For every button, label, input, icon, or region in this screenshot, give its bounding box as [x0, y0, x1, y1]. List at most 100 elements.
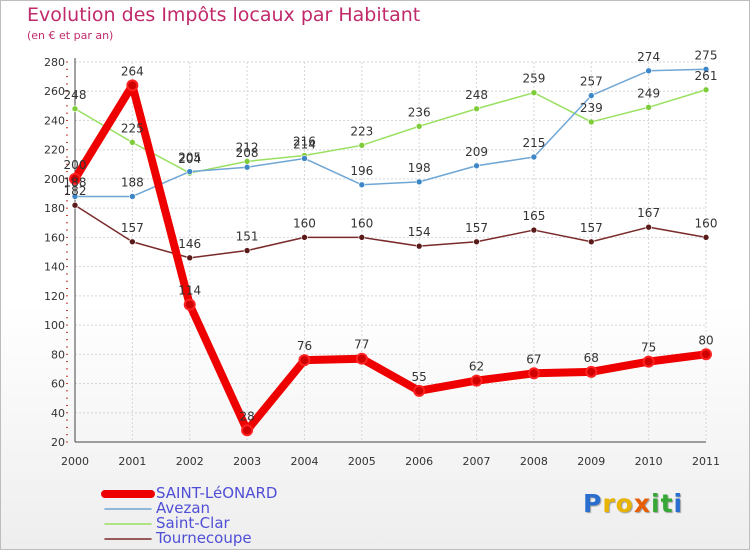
- proxiti-logo: Proxiti: [583, 489, 683, 518]
- data-point: [473, 238, 480, 246]
- data-point: [241, 424, 254, 437]
- chart-title: Evolution des Impôts locaux par Habitant: [27, 4, 421, 26]
- data-point: [183, 298, 196, 311]
- x-tick-label: 2002: [176, 455, 204, 468]
- data-point: [585, 365, 598, 378]
- data-point: [527, 367, 540, 380]
- data-point: [645, 104, 652, 111]
- data-point: [358, 142, 366, 149]
- data-label: 154: [408, 225, 431, 239]
- y-tick-label: 180: [44, 202, 65, 215]
- data-label: 151: [236, 230, 259, 244]
- data-point: [358, 181, 366, 189]
- data-label: 28: [239, 409, 254, 423]
- data-label: 165: [522, 209, 545, 223]
- data-point: [301, 234, 308, 241]
- data-label: 259: [522, 72, 545, 86]
- data-point: [530, 89, 538, 96]
- chart-subtitle: (en € et par an): [27, 29, 114, 42]
- data-label: 205: [178, 151, 201, 165]
- data-label: 146: [178, 237, 201, 251]
- logo-letter: x: [633, 489, 651, 518]
- data-label: 209: [465, 145, 488, 159]
- y-tick-label: 280: [44, 56, 65, 69]
- data-label: 160: [293, 216, 316, 230]
- data-label: 215: [522, 136, 545, 150]
- data-label: 157: [465, 221, 488, 235]
- data-label: 77: [354, 338, 369, 352]
- data-point: [129, 193, 136, 200]
- x-tick-label: 2008: [520, 455, 548, 468]
- data-label: 200: [64, 158, 87, 172]
- data-label: 212: [236, 140, 259, 154]
- logo-letter: o: [615, 489, 634, 518]
- data-point: [126, 79, 139, 92]
- data-point: [186, 168, 194, 175]
- data-label: 223: [350, 124, 373, 138]
- data-label: 160: [350, 216, 373, 230]
- y-tick-label: 160: [44, 231, 65, 244]
- data-label: 182: [64, 184, 87, 198]
- data-label: 248: [465, 88, 488, 102]
- x-tick-label: 2010: [635, 455, 663, 468]
- data-label: 80: [698, 333, 713, 347]
- series-line: [74, 68, 707, 198]
- data-point: [298, 354, 311, 367]
- data-point: [473, 105, 480, 113]
- data-label: 198: [408, 161, 431, 175]
- data-label: 249: [637, 86, 660, 100]
- data-point: [243, 163, 251, 171]
- x-tick-label: 2004: [290, 455, 318, 468]
- y-tick-label: 220: [44, 144, 65, 157]
- data-label: 62: [469, 360, 484, 374]
- data-point: [530, 226, 538, 234]
- data-point: [71, 201, 79, 209]
- x-tick-label: 2009: [577, 455, 605, 468]
- data-point: [702, 66, 710, 73]
- data-point: [358, 234, 366, 241]
- y-tick-label: 100: [44, 319, 65, 332]
- data-label: 208: [236, 146, 259, 160]
- data-point: [355, 352, 368, 365]
- data-point: [186, 254, 194, 262]
- data-label: 188: [121, 175, 144, 189]
- data-point: [415, 123, 423, 130]
- data-label: 55: [412, 370, 427, 384]
- data-point: [645, 67, 652, 75]
- data-label: 160: [695, 216, 718, 230]
- data-point: [642, 355, 655, 368]
- data-label: 68: [584, 351, 599, 365]
- data-label: 167: [637, 206, 660, 220]
- legend-label-tournecoupe: Tournecoupe: [156, 529, 252, 547]
- data-label: 261: [695, 69, 718, 83]
- data-point: [587, 92, 595, 99]
- data-label: 248: [64, 88, 87, 102]
- data-point: [129, 139, 136, 146]
- data-point: [301, 155, 308, 162]
- y-tick-label: 60: [51, 378, 65, 391]
- x-tick-label: 2003: [233, 455, 261, 468]
- legend-label-saint-leonard: SAINT-LéONARD: [156, 484, 278, 502]
- data-label: 236: [408, 105, 431, 119]
- data-label: 274: [637, 50, 660, 64]
- y-tick-label: 140: [44, 261, 65, 274]
- data-label: 75: [641, 341, 656, 355]
- data-label: 214: [293, 137, 316, 151]
- data-point: [702, 234, 710, 241]
- series-line: [74, 89, 707, 174]
- data-point: [69, 172, 81, 185]
- data-point: [645, 223, 652, 231]
- data-point: [530, 153, 538, 161]
- x-tick-label: 2005: [348, 455, 376, 468]
- x-tick-label: 2000: [61, 455, 89, 468]
- y-tick-label: 80: [51, 348, 65, 361]
- data-point: [470, 374, 483, 387]
- data-point: [71, 105, 79, 113]
- data-label: 76: [297, 339, 312, 353]
- data-point: [415, 242, 423, 250]
- data-label: 157: [121, 221, 144, 235]
- data-point: [702, 86, 710, 94]
- data-point: [587, 118, 595, 126]
- data-point: [129, 238, 136, 246]
